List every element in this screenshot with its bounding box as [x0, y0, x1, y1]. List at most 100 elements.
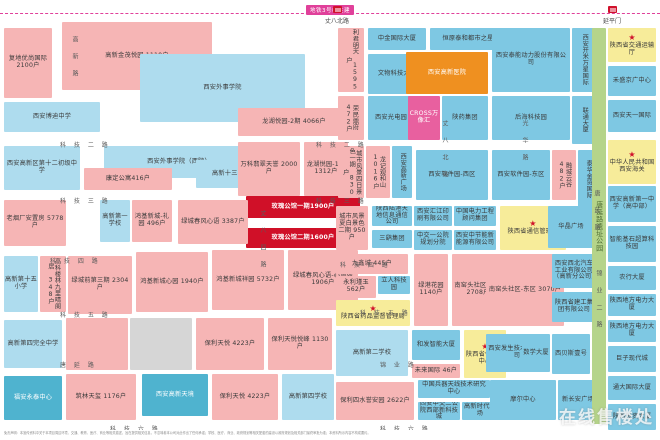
map-block-res: 城市风景四日景色一期 830户	[338, 146, 364, 198]
map-block-label: 西安泰能动力股份有限公司	[495, 52, 567, 66]
map-block-label: 龙湖悦园-1期 1312户	[306, 161, 346, 175]
metro-station-label: 丈八北路	[324, 18, 350, 25]
map-block-park: 唐延路遗址公园	[592, 28, 606, 424]
map-block-label: 西安高新天境	[155, 390, 195, 398]
map-block-biz: 西安天一国际	[608, 100, 656, 132]
map-block-label: 南窑头社区-西区 2708户	[454, 282, 502, 296]
map-block-label: 绿城春风心语 3387户	[181, 217, 245, 225]
map-block-label: 高新第四完全中学	[7, 339, 59, 347]
map-block-res: 鸿基新城祥园 5732户	[212, 250, 284, 310]
map-block-res: 永利瑾玉 562户	[336, 276, 376, 298]
map-block-label: 福安永泰中心	[13, 393, 53, 401]
map-block-biz: 中国电力工程顾问集团	[454, 206, 496, 226]
map-block-gov: ★ 陕西省药品监督管理局	[336, 300, 410, 326]
road-label-horizontal: 科 技 五 路	[360, 310, 411, 317]
map-block-label: 西安天一国际	[612, 111, 652, 119]
road-label-vertical: 锦 业 二 路	[595, 270, 602, 329]
map-block-biz: 数学大厦	[522, 334, 550, 372]
map-block-label: 保利天悦 4223户	[204, 339, 256, 347]
map-block-biz: 西安高新天境	[142, 374, 208, 416]
map-block-edu: 高新第一学校	[100, 200, 130, 242]
map-block-label: 高新第十五小学	[5, 276, 37, 290]
road-label-horizontal: 科 技 六 路	[110, 424, 161, 433]
map-block-label: 陕药集团	[452, 113, 478, 121]
map-block-res: 筑林天玺 1176户	[66, 374, 136, 420]
map-block-label: 中国兵器天线技术研究中心	[422, 381, 486, 395]
road-label-horizontal: 科 技 三 路	[60, 198, 111, 205]
map-block-label: 陕西省建工集团有限公司	[554, 299, 594, 313]
map-block-label: 西安外事学院（西院）	[147, 157, 211, 165]
map-block-biz: 西安泰能动力股份有限公司	[492, 28, 570, 92]
map-block-edu: 高新第十五小学	[4, 256, 38, 312]
map-block-label: 保利天悦 4223户	[219, 392, 271, 400]
map-block-biz: 和发智能大厦	[412, 330, 460, 360]
map-block-label: 龙湖悦园-2期 4066户	[262, 117, 326, 125]
map-block-label: 联通大厦	[581, 107, 589, 133]
map-block-label: 玫瑰公馆一期1900户	[271, 202, 335, 210]
map-block-label: 农行大厦	[619, 273, 645, 281]
map-block-label: 三鹞集团	[379, 234, 405, 242]
map-block-label: 西安高新第一中学（高中部）	[609, 196, 655, 210]
map-block-res: 保利天悦 4223户	[196, 318, 264, 370]
map-block-res: 南窑头社区-东区 3070户	[486, 254, 564, 326]
map-block-biz: 新长安广场	[558, 380, 598, 420]
map-block-label: 鸿基新城-礼园 496户	[134, 213, 170, 227]
map-block-biz: 三鹞集团	[372, 230, 412, 248]
road-label-horizontal: 科 技 四 路	[50, 258, 101, 265]
map-block-label: 荣民鼎府 472户	[345, 104, 359, 132]
map-block-biz: 禾盛京广中心	[608, 66, 656, 96]
government-star-icon: ★	[529, 219, 537, 229]
map-block-res: 复地优尚国际 2100户	[4, 28, 52, 98]
road-label-horizontal: 唐 延 路	[60, 362, 97, 369]
map-block-res	[66, 318, 128, 370]
government-star-icon: ★	[628, 32, 636, 42]
map-block-biz: 陕西陆港天地信息通信公司	[372, 206, 412, 226]
road-label-horizontal: 科 技 三 路	[316, 198, 367, 205]
map-block-label: 摩尔中心	[510, 395, 536, 403]
map-block-label: 智能基石超算科技园	[609, 236, 655, 250]
map-block-label: 陕西地方电力大厦	[609, 323, 655, 337]
map-block-biz: 恒原泰和都市之星	[430, 28, 506, 50]
government-star-icon: ★	[481, 341, 489, 351]
map-block-label: 未来国际 46户	[414, 366, 458, 374]
map-block-biz: 西安光电园	[368, 96, 414, 140]
map-block-edu: 高新第四完全中学	[4, 320, 62, 368]
map-block-res: 龙记观和山 1016户	[366, 146, 390, 198]
map-block-res: 保利四水誉安园 2622户	[336, 382, 414, 420]
map-block-label: 西安中节能新能源有限公司	[455, 232, 495, 246]
map-block-label: 高新第二学校	[352, 348, 392, 356]
map-block-res: 城市风景夏白景色二期 950户	[336, 206, 368, 250]
map-block-biz: 陕药集团	[442, 96, 488, 140]
map-block-label: 西安光电园	[375, 113, 407, 121]
map-block-gov: ★ 中华人民共和国西安海关	[608, 140, 656, 184]
map-block-res: 绿城春风心语 3387户	[178, 200, 248, 244]
map-block-res: 万科翡翠天誉 2000户	[238, 142, 300, 196]
map-block-res: 利君明天 1595户	[338, 28, 364, 92]
map-block-label: 通大国际大厦	[612, 383, 652, 391]
map-block-biz: 西安高新广场	[392, 146, 412, 198]
map-block-label: 筑林天玺 1176户	[75, 392, 127, 400]
map-block-res: 玫瑰公馆二期1600户	[246, 228, 360, 248]
map-block-label: 西贝斯壹号	[555, 349, 587, 357]
map-block-biz: 华晶广场	[548, 206, 594, 248]
map-block-label: 陕西省通信管理局	[507, 228, 559, 236]
road-label-horizontal: 科 技 六 路	[380, 424, 431, 433]
government-star-icon: ★	[628, 149, 636, 159]
map-block-label: 西安高新医院	[427, 68, 467, 76]
map-block-biz: 西安软件园-西区	[416, 150, 488, 200]
map-block-label: 西安博迪中学	[32, 112, 72, 120]
map-block-biz: 中金国际大厦	[368, 28, 426, 50]
map-block-label: 保利天悦悦峰 1130户	[271, 336, 329, 350]
road-label-horizontal: 科 技 二 路	[316, 142, 367, 149]
map-block-biz: 西安西北汽车工业有限公司（高新分公司）	[552, 254, 596, 288]
map-block-label: 南窑头社区-东区 3070户	[488, 285, 562, 293]
map-block-res: 龙湖悦园-2期 4066户	[238, 108, 350, 136]
map-block-label: 鸿基新城心园 1940户	[140, 277, 204, 285]
map-block-none	[130, 318, 192, 370]
road-label-vertical: 唐 延 路	[593, 190, 600, 232]
map-block-label: 和发智能大厦	[416, 340, 456, 348]
map-block-label: 西安开米万星国际	[581, 34, 589, 86]
map-block-biz: 立人科技园	[378, 276, 410, 294]
map-block-biz: 陕西地方电力大厦	[608, 320, 656, 342]
road-label-horizontal: 科 技 五 路	[60, 312, 111, 319]
